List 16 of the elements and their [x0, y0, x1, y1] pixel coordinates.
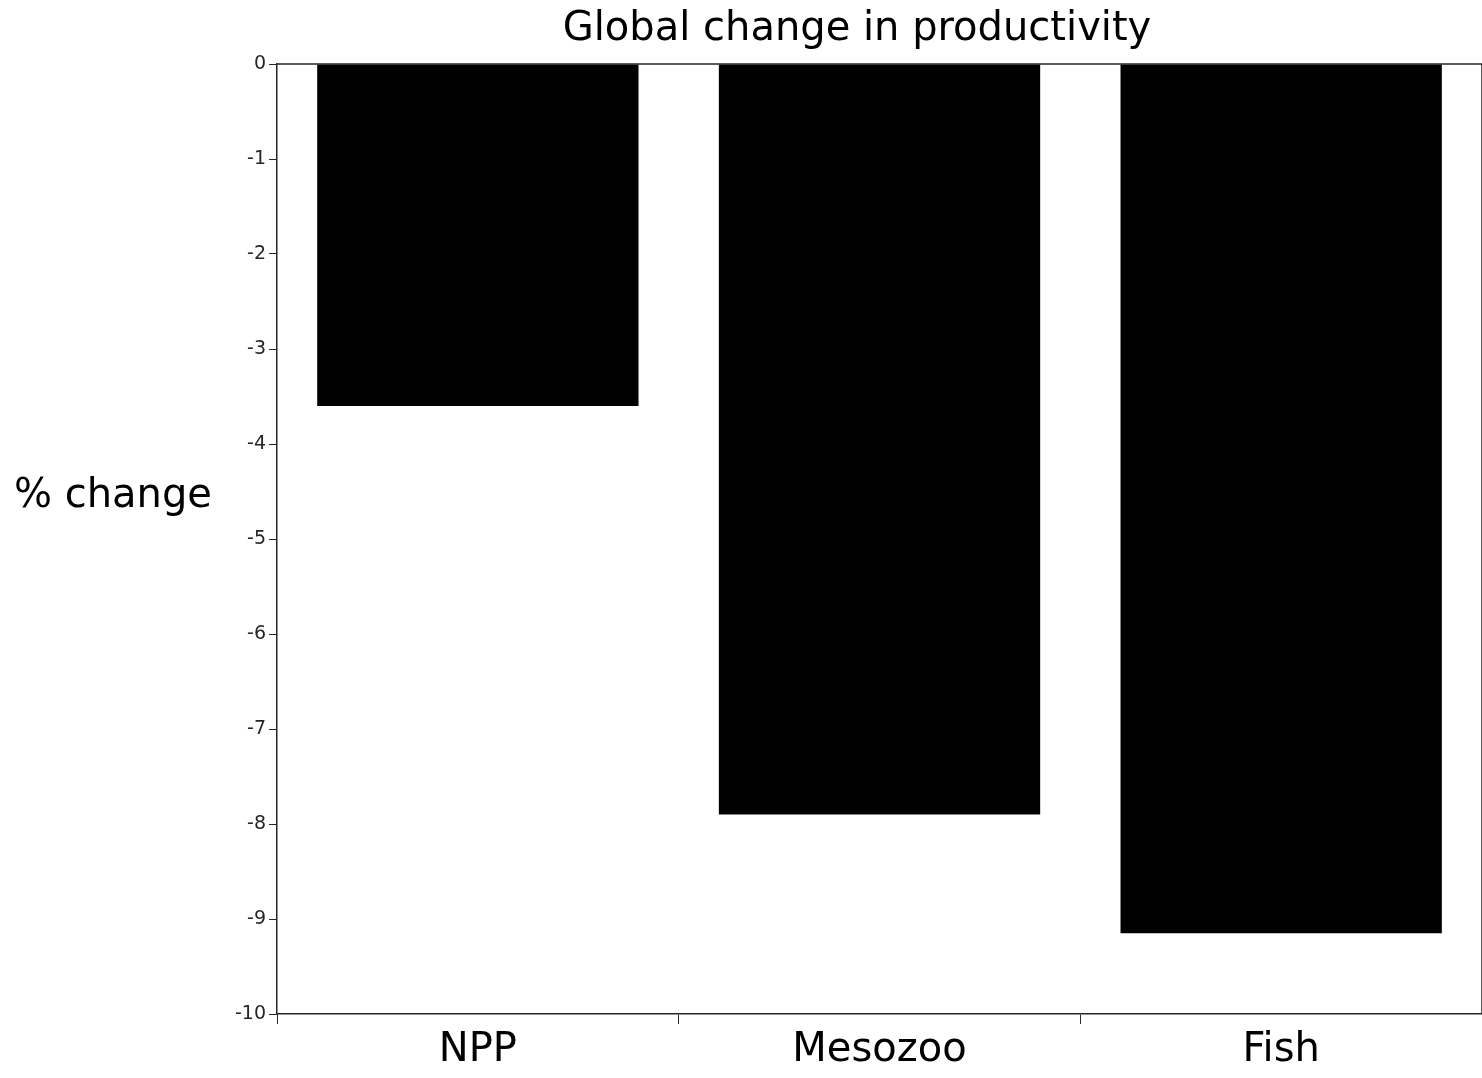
- x-tick-label: Fish: [1242, 1024, 1320, 1071]
- y-tick-label: -6: [247, 620, 267, 643]
- y-tick-label: -5: [247, 525, 267, 548]
- y-tick-label: 0: [253, 50, 267, 73]
- x-tick-label: NPP: [438, 1024, 517, 1071]
- y-tick-label: -2: [247, 240, 267, 263]
- y-tick-label: -8: [247, 810, 267, 833]
- y-tick-label: -9: [247, 905, 267, 928]
- y-tick-label: -10: [234, 1000, 267, 1023]
- x-tick-label: Mesozoo: [792, 1024, 967, 1071]
- y-tick-label: -7: [247, 715, 267, 738]
- y-tick-label: -4: [247, 430, 267, 453]
- chart-title: Global change in productivity: [562, 3, 1152, 50]
- y-tick-label: -3: [247, 335, 267, 358]
- y-tick-label: -1: [247, 145, 267, 168]
- y-axis-title: % change: [14, 470, 212, 516]
